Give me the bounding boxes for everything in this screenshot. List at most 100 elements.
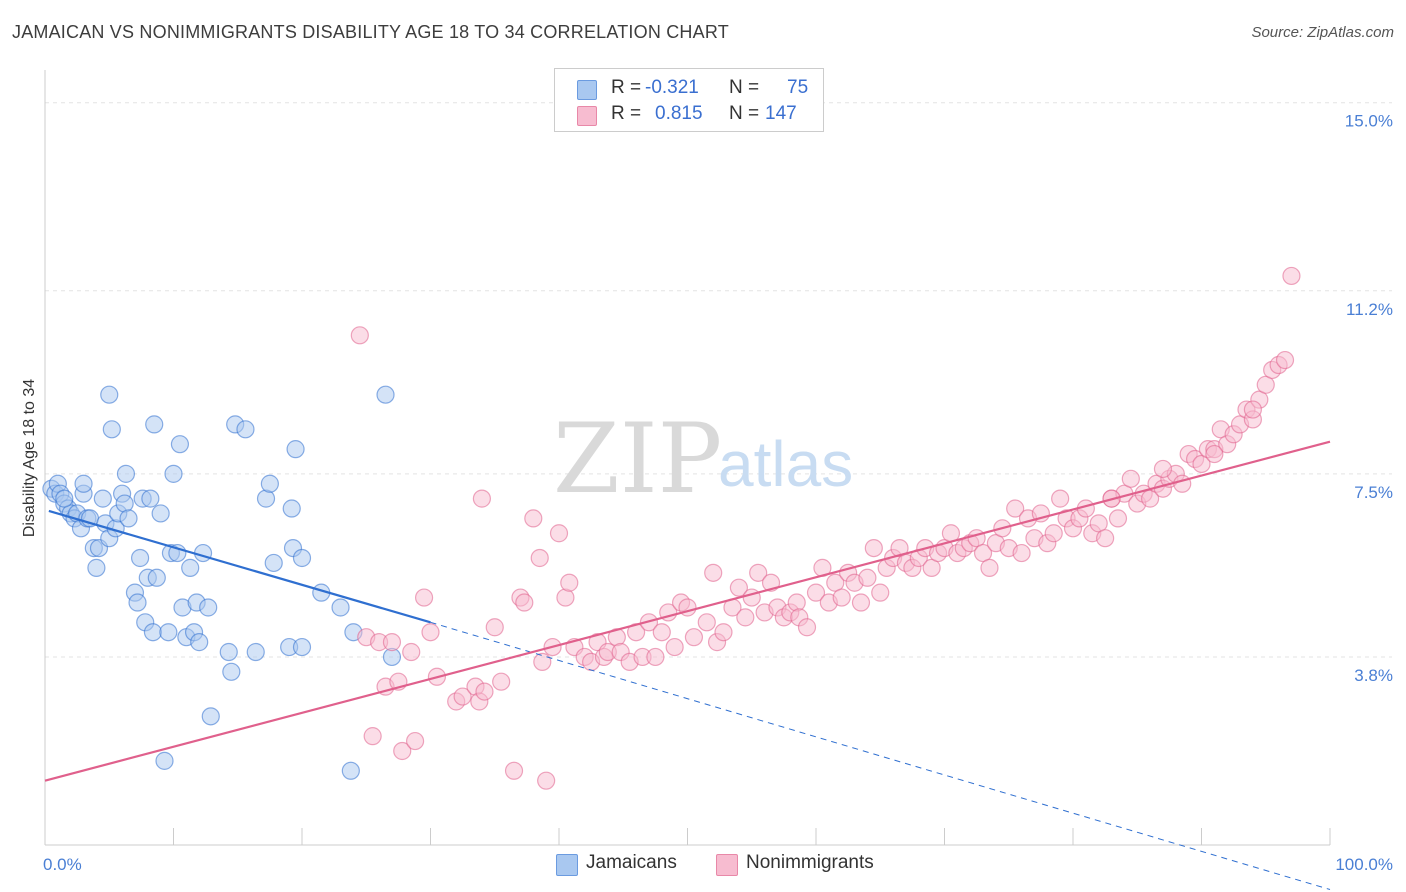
source-label: Source: ZipAtlas.com [1251,24,1394,41]
legend-swatch-nonimmigrants [577,106,597,126]
jamaican-point [87,558,106,577]
y-tick-label: 11.2% [1346,300,1393,319]
nonimmigrant-point [736,608,755,627]
nonimmigrant-point [524,509,543,528]
nonimmigrant-point [714,623,733,642]
nonimmigrant-point [864,538,883,558]
jamaican-point [55,489,74,508]
nonimmigrant-point [515,593,534,612]
nonimmigrant-point [453,687,472,706]
nonimmigrant-point [684,628,704,647]
jamaican-point [155,751,174,770]
jamaican-point [128,593,147,612]
jamaican-point [147,568,166,587]
nonimmigrant-point [472,489,491,508]
jamaican-point [145,415,164,434]
nonimmigrant-point [729,578,749,597]
jamaican-point [115,494,134,513]
jamaican-point [164,464,183,483]
nonimmigrant-point [652,623,671,642]
jamaican-trend-extension [430,621,1331,891]
nonimmigrant-point [871,583,890,602]
nonimmigrant-trend-line [44,440,1331,782]
jamaican-point [159,623,178,642]
jamaican-point [292,548,312,568]
legend: R = -0.321 N = 75 R = 0.815 N = 147 [554,68,824,132]
jamaican-point [93,489,112,508]
nonimmigrant-point [475,682,494,701]
nonimmigrant-point [1044,524,1063,543]
nonimmigrant-point [504,761,524,780]
nonimmigrant-point [832,588,851,607]
legend-n-value: 147 [765,103,797,124]
jamaican-point [170,435,190,454]
nonimmigrant-point [530,548,549,568]
nonimmigrant-point [414,588,434,607]
legend-swatch-jamaicans [577,80,597,100]
nonimmigrant-point [1205,444,1224,464]
legend-r-label: R = [611,103,642,124]
x-tick-label-min: 0.0% [43,855,82,874]
y-axis-title: Disability Age 18 to 34 [21,379,38,537]
legend-r-value: -0.321 [645,77,699,98]
jamaican-point [246,642,265,662]
nonimmigrant-point [393,741,412,761]
tick-labels: 3.8% 7.5% 11.2% 15.0% 0.0% 100.0% [43,112,1393,874]
jamaican-trend-line [48,509,431,624]
nonimmigrant-point [1012,543,1031,563]
axes [44,70,1331,846]
legend-n-label: N = [729,77,760,98]
nonimmigrant-point [1153,459,1173,479]
nonimmigrant-point [560,573,579,592]
jamaican-point [151,504,170,523]
jamaican-point [201,707,220,726]
nonimmigrant-point [1121,469,1140,488]
nonimmigrant-point [1282,266,1301,286]
nonimmigrant-point [363,727,382,746]
trend-lines [44,440,1331,891]
jamaican-point [143,623,163,642]
jamaican-point [130,548,150,568]
data-points [42,266,1301,790]
bottom-legend-label-jamaicans: Jamaicans [586,852,677,873]
nonimmigrant-point [797,618,817,637]
nonimmigrant-point [533,652,552,672]
legend-n-label: N = [729,103,760,124]
nonimmigrant-point [1051,489,1070,508]
x-tick-label-max: 100.0% [1335,855,1393,874]
nonimmigrant-point [646,647,665,667]
jamaican-point [190,633,209,652]
nonimmigrant-point [421,623,440,642]
jamaican-point [141,489,160,508]
nonimmigrant-point [405,731,425,751]
jamaican-point [102,420,121,439]
jamaican-point [222,662,241,681]
jamaican-point [260,474,279,493]
nonimmigrant-point [485,618,504,637]
jamaican-point [219,642,238,662]
nonimmigrant-point [1173,474,1192,493]
nonimmigrant-point [1096,529,1115,548]
jamaican-point [341,761,360,780]
legend-r-value: 0.815 [655,103,703,124]
legend-n-value: 75 [787,77,809,98]
nonimmigrant-point [704,563,723,582]
nonimmigrant-point [556,588,575,607]
chart-title: JAMAICAN VS NONIMMIGRANTS DISABILITY AGE… [12,22,729,42]
jamaican-point [376,385,395,404]
y-tick-label: 3.8% [1354,666,1393,685]
watermark-atlas: atlas [718,428,853,500]
nonimmigrant-point [1275,350,1295,370]
nonimmigrant-point [549,524,569,543]
nonimmigrant-point [537,771,556,790]
nonimmigrant-point [492,672,511,691]
jamaican-point [282,499,301,518]
jamaican-point [286,440,305,459]
nonimmigrant-point [980,558,999,577]
jamaican-point [264,553,283,573]
nonimmigrant-point [806,583,826,602]
bottom-legend-label-nonimmigrants: Nonimmigrants [746,852,874,873]
jamaican-point [193,543,213,563]
bottom-legend-swatch-nonimmigrants [716,854,738,876]
